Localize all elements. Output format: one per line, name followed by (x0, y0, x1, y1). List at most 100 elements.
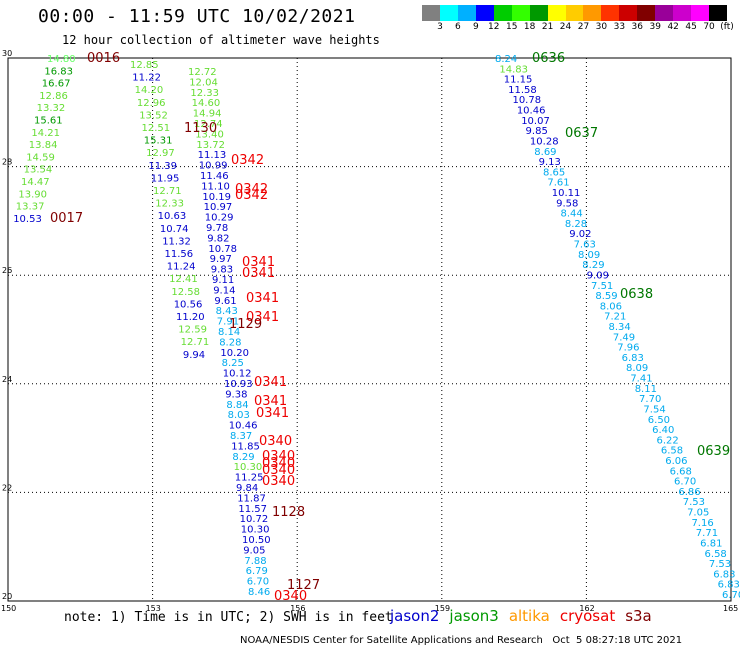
pass-time-label: 1129 (229, 317, 262, 332)
wave-height-label: 14.59 (26, 152, 55, 163)
color-swatch (619, 5, 638, 21)
color-scale-label: 39 (649, 22, 661, 32)
wave-height-label: 12.58 (171, 287, 200, 298)
color-scale-label: 3 (437, 22, 443, 32)
pass-time-label: 0017 (50, 211, 83, 226)
wave-height-label: 9.02 (569, 229, 591, 240)
color-scale-label: 36 (631, 22, 644, 32)
wave-height-label: 6.70 (722, 590, 740, 601)
wave-height-label: 7.88 (244, 556, 266, 567)
wave-height-label: 12.51 (142, 123, 171, 134)
legend-altika: altika (508, 607, 550, 625)
wave-height-label: 10.53 (13, 214, 42, 225)
wave-height-label: 10.19 (202, 192, 231, 203)
wave-height-label: 7.63 (574, 240, 596, 251)
wave-height-label: 6.83 (622, 353, 644, 364)
color-swatch (547, 5, 566, 21)
x-tick-label: 165 (723, 604, 738, 613)
wave-height-label: 11.13 (198, 150, 227, 161)
wave-height-label: 10.46 (517, 106, 546, 117)
wave-height-label: 9.58 (556, 198, 578, 209)
pass-time-label: 1127 (287, 578, 320, 593)
wave-height-label: 10.46 (229, 421, 258, 432)
wave-height-label: 8.43 (216, 306, 238, 317)
wave-height-label: 7.21 (604, 312, 626, 323)
wave-height-label: 10.30 (234, 462, 263, 473)
wave-height-label: 10.74 (160, 224, 189, 235)
pass-time-label: 0341 (254, 394, 287, 409)
wave-height-label: 8.44 (560, 209, 582, 220)
wave-height-label: 6.81 (700, 538, 722, 549)
wave-height-label: 7.53 (709, 559, 731, 570)
pass-time-label: 0341 (242, 266, 275, 281)
wave-height-label: 13.37 (16, 202, 45, 213)
legend-cryosat: cryosat (559, 607, 616, 625)
wave-height-label: 6.86 (678, 487, 700, 498)
wave-height-label: 8.65 (543, 167, 565, 178)
wave-height-label: 9.83 (211, 265, 233, 276)
wave-height-label: 11.57 (238, 504, 267, 515)
wave-height-label: 13.54 (24, 165, 53, 176)
wave-height-label: 10.29 (205, 213, 234, 224)
wave-height-label: 9.11 (212, 275, 234, 286)
pass-time-label: 0340 (259, 434, 292, 449)
footer-note: note: 1) Time is in UTC; 2) SWH is in fe… (64, 610, 393, 625)
wave-height-label: 6.83 (713, 569, 735, 580)
pass-time-label: 1130 (184, 121, 217, 136)
wave-height-label: 15.31 (144, 136, 173, 147)
pass-time-label: 0340 (262, 474, 295, 489)
y-tick-label: 28 (2, 158, 12, 167)
wave-height-label: 6.06 (665, 456, 687, 467)
wave-height-label: 6.79 (246, 566, 268, 577)
wave-height-label: 10.99 (199, 161, 228, 172)
wave-height-label: 16.67 (42, 79, 71, 90)
wave-height-label: 12.71 (153, 186, 182, 197)
wave-height-label: 8.34 (609, 322, 631, 333)
color-swatch (637, 5, 656, 21)
color-swatch (457, 5, 476, 21)
color-swatch (511, 5, 530, 21)
wave-height-label: 13.52 (139, 110, 168, 121)
wave-height-label: 12.71 (181, 337, 210, 348)
y-tick-label: 26 (2, 266, 12, 275)
wave-height-label: 9.09 (587, 270, 609, 281)
wave-height-label: 11.25 (235, 473, 264, 484)
wave-height-label: 11.85 (231, 441, 260, 452)
wave-height-label: 12.33 (190, 88, 219, 99)
wave-height-label: 9.94 (183, 350, 205, 361)
color-swatch (493, 5, 512, 21)
wave-height-label: 14.94 (193, 109, 222, 120)
wave-height-label: 12.97 (146, 148, 175, 159)
wave-height-label: 7.96 (617, 343, 639, 354)
wave-height-label: 10.56 (174, 299, 203, 310)
pass-time-label: 0341 (246, 310, 279, 325)
color-swatch (529, 5, 548, 21)
wave-height-label: 8.11 (635, 384, 657, 395)
wave-height-label: 11.58 (508, 85, 537, 96)
wave-height-label: 13.90 (18, 189, 47, 200)
y-tick-label: 24 (2, 375, 12, 384)
wave-height-label: 11.56 (165, 249, 194, 260)
x-tick-label: 150 (1, 604, 16, 613)
wave-height-label: 8.09 (626, 363, 648, 374)
wave-height-label: 16.83 (44, 66, 73, 77)
color-swatch (475, 5, 494, 21)
pass-time-label: 0340 (262, 463, 295, 478)
pass-time-label: 0342 (231, 153, 264, 168)
y-tick-label: 20 (2, 592, 12, 601)
wave-height-label: 9.97 (210, 254, 232, 265)
wave-height-label: 8.69 (534, 147, 556, 158)
pass-time-label: 0342 (235, 188, 268, 203)
wave-height-label: 6.68 (670, 466, 692, 477)
pass-time-label: 0341 (242, 255, 275, 270)
plot-frame (7, 57, 732, 602)
wave-height-label: 6.40 (652, 425, 674, 436)
pass-time-label: 0341 (246, 291, 279, 306)
color-scale-labels: 3 6 9 12 15 18 21 24 27 30 33 36 39 42 45 70 (ft) (422, 22, 734, 34)
legend-s3a: s3a (625, 607, 652, 625)
wave-height-label: 10.78 (208, 244, 237, 255)
wave-height-label: 12.04 (189, 77, 218, 88)
wave-height-label: 14.60 (192, 98, 221, 109)
wave-height-label: 10.30 (241, 525, 270, 536)
